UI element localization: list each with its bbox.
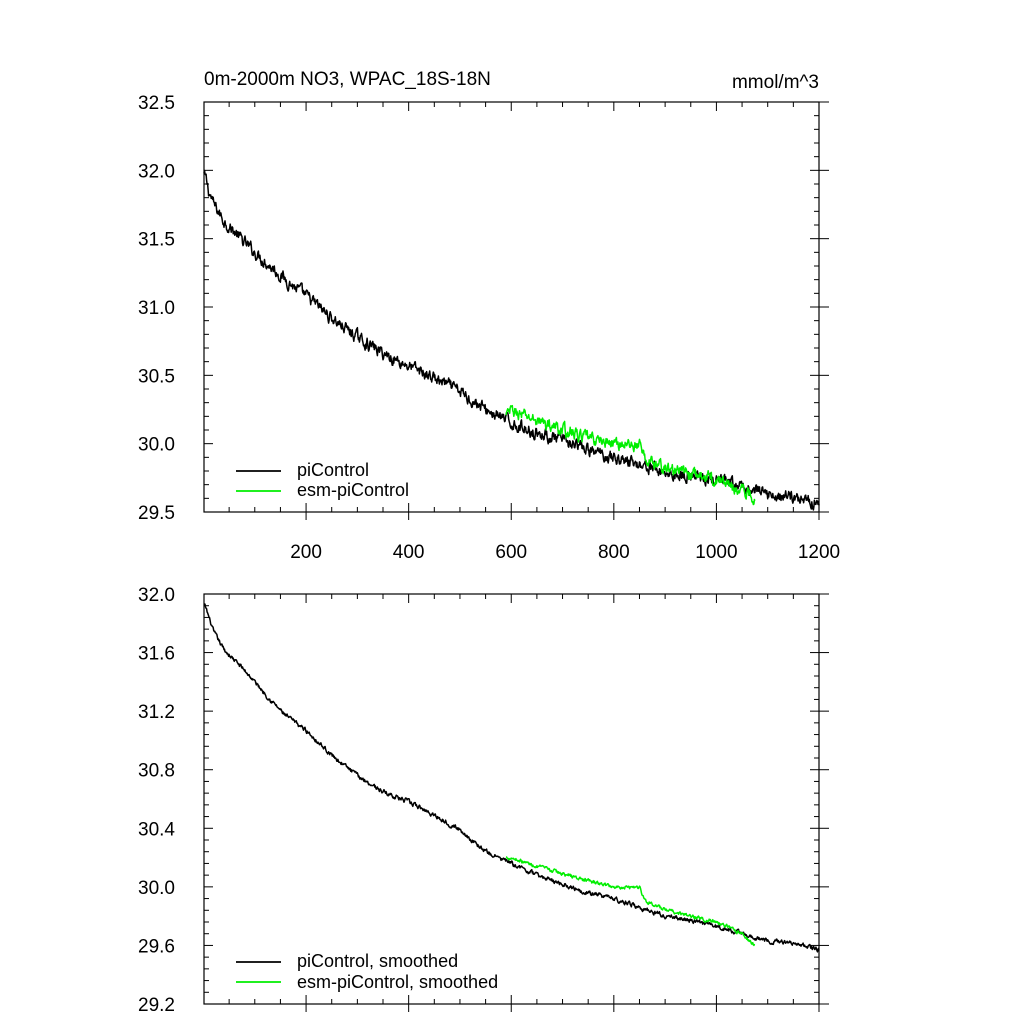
series-line-picontrol-smoothed [203, 603, 820, 953]
series-line-picontrol [203, 169, 820, 511]
y-tick-label: 31.0 [138, 298, 175, 319]
y-tick-label: 32.0 [138, 161, 175, 182]
series-layer [203, 603, 820, 953]
y-tick-label: 29.2 [138, 995, 175, 1016]
y-tick-label: 32.0 [138, 585, 175, 606]
series-line-esm-picontrol [505, 404, 756, 506]
plot-frame [203, 101, 820, 513]
series-layer [203, 169, 820, 511]
series-line-esm-picontrol-smoothed [505, 856, 756, 947]
x-tick-label: 200 [290, 542, 322, 563]
y-tick-label: 30.8 [138, 761, 175, 782]
plot-frame [203, 593, 820, 1005]
legend: piControl esm-piControl [236, 460, 409, 500]
ticks: 200 400 600 800 1000 1200 29.5 30.0 30.5 31.0 31.5… [138, 93, 840, 563]
x-tick-label: 800 [598, 542, 630, 563]
y-tick-label: 31.6 [138, 644, 175, 665]
legend-label-esm-picontrol-smoothed: esm-piControl, smoothed [297, 972, 498, 992]
y-tick-label: 32.5 [138, 93, 175, 114]
y-tick-label: 30.4 [138, 819, 175, 840]
panel-bottom: 29.2 29.6 30.0 30.4 30.8 31.2 31.6 32.0 piContr… [138, 585, 829, 1016]
legend: piControl, smoothed esm-piControl, smoot… [236, 951, 498, 992]
legend-label-esm-picontrol: esm-piControl [297, 480, 409, 500]
legend-label-picontrol-smoothed: piControl, smoothed [297, 951, 458, 971]
units-label: mmol/m^3 [732, 72, 819, 93]
y-tick-label: 30.5 [138, 366, 175, 387]
y-tick-label: 29.6 [138, 936, 175, 957]
ticks: 29.2 29.6 30.0 30.4 30.8 31.2 31.6 32.0 [138, 585, 829, 1016]
legend-label-picontrol: piControl [297, 460, 369, 480]
y-tick-label: 31.2 [138, 702, 175, 723]
y-tick-label: 30.0 [138, 435, 175, 456]
y-tick-label: 31.5 [138, 230, 175, 251]
x-tick-label: 1000 [695, 542, 737, 563]
x-tick-label: 1200 [798, 542, 840, 563]
panel-top: 0m-2000m NO3, WPAC_18S-18N mmol/m^3 200 4… [138, 69, 840, 563]
x-tick-label: 400 [393, 542, 425, 563]
chart-title: 0m-2000m NO3, WPAC_18S-18N [204, 69, 491, 90]
y-tick-label: 30.0 [138, 878, 175, 899]
x-tick-label: 600 [495, 542, 527, 563]
y-tick-label: 29.5 [138, 503, 175, 524]
